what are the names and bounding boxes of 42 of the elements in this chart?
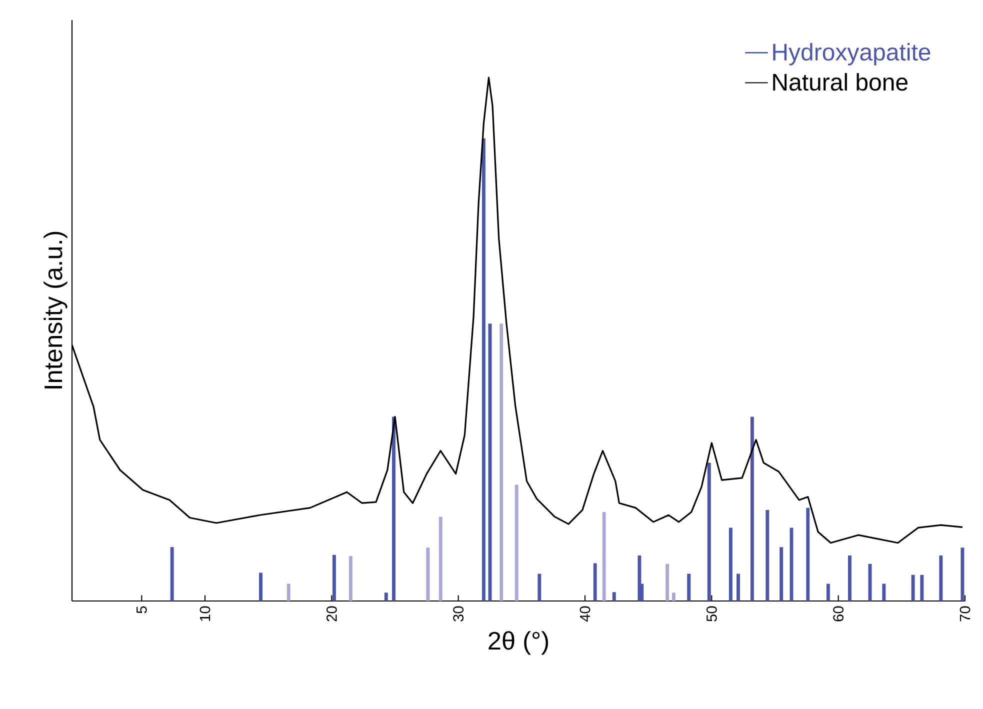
bar <box>348 556 352 601</box>
bar <box>438 516 442 601</box>
bar <box>736 574 740 601</box>
x-tick-label: 40 <box>580 606 590 622</box>
bar <box>687 574 691 601</box>
bar <box>538 574 542 601</box>
x-tick-label: 30 <box>453 606 464 622</box>
bar <box>780 547 784 601</box>
bar <box>806 508 810 601</box>
x-tick-label: 60 <box>833 606 844 622</box>
y-axis-title: Intensity (a.u.) <box>44 232 68 388</box>
legend-label: Natural bone <box>773 73 908 91</box>
bar <box>728 528 732 601</box>
bar <box>666 564 670 601</box>
bar <box>426 548 430 601</box>
bar <box>848 555 852 601</box>
bar <box>392 416 396 601</box>
x-tick-label: 5 <box>136 606 147 614</box>
bar <box>332 554 336 601</box>
x-axis-title: 2θ (°) <box>488 631 548 655</box>
bar <box>750 416 754 601</box>
legend-label: Hydroxyapatite <box>773 43 930 66</box>
bar <box>707 462 711 601</box>
bar <box>384 592 388 601</box>
bar <box>826 584 830 601</box>
bar <box>170 547 174 601</box>
bar <box>612 592 616 601</box>
bar <box>882 584 886 601</box>
bar <box>672 592 676 601</box>
bar <box>960 548 964 601</box>
x-tick-label: 70 <box>960 606 970 622</box>
x-tick-label: 50 <box>706 606 717 622</box>
x-tick-label: 10 <box>200 606 210 621</box>
x-tick-label: 20 <box>326 606 337 622</box>
bar <box>939 555 943 601</box>
bar <box>514 484 518 601</box>
bar <box>911 574 915 601</box>
bar <box>259 572 262 601</box>
bar <box>638 555 642 601</box>
bar <box>500 324 504 601</box>
bar <box>482 138 486 601</box>
bar <box>920 574 924 601</box>
